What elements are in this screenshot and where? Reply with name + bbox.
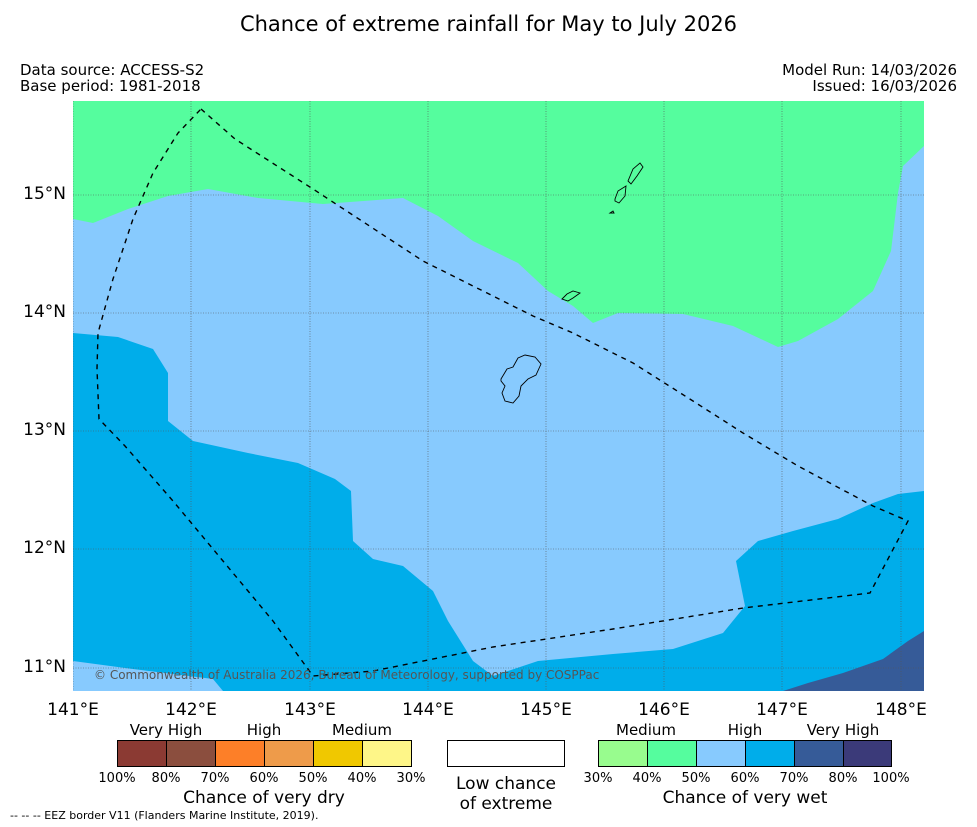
wet-swatch — [696, 740, 746, 767]
dry-percent-label: 40% — [347, 771, 377, 786]
dry-category-label: Medium — [332, 721, 392, 739]
wet-swatch — [843, 740, 892, 767]
dry-percent-label: 60% — [249, 771, 279, 786]
wet-percent-label: 70% — [779, 771, 809, 786]
base-period: Base period: 1981-2018 — [20, 77, 201, 95]
dry-percent-label: 80% — [151, 771, 181, 786]
dry-category-label: High — [246, 721, 282, 739]
dry-swatch — [117, 740, 167, 767]
lon-label: 141°E — [47, 700, 99, 720]
dry-legend-title: Chance of very dry — [183, 788, 345, 808]
lon-label: 145°E — [520, 700, 572, 720]
wet-percent-label: 40% — [632, 771, 662, 786]
meta-right: Model Run: 14/03/2026 Issued: 16/03/2026 — [782, 62, 957, 94]
dry-percent-label: 30% — [396, 771, 426, 786]
dry-percent-label: 50% — [298, 771, 328, 786]
dry-swatch — [166, 740, 216, 767]
lon-label: 142°E — [165, 700, 217, 720]
dry-percent-label: 100% — [98, 771, 136, 786]
low-chance-swatch — [447, 740, 565, 767]
copyright-notice: © Commonwealth of Australia 2026, Bureau… — [94, 668, 600, 682]
meta-left: Data source: ACCESS-S2 Base period: 1981… — [20, 62, 204, 94]
lon-label: 148°E — [875, 700, 927, 720]
dry-category-label: Very High — [129, 721, 203, 739]
wet-swatch — [598, 740, 648, 767]
wet-swatch — [794, 740, 844, 767]
wet-percent-label: 60% — [730, 771, 760, 786]
island-tinian — [614, 185, 627, 204]
issued-date: Issued: 16/03/2026 — [812, 77, 957, 95]
dry-percent-label: 70% — [200, 771, 230, 786]
low-chance-label-line1: Low chance — [456, 774, 556, 794]
dry-swatch — [313, 740, 363, 767]
wet-percent-label: 100% — [872, 771, 910, 786]
region-very-high-wet — [783, 631, 924, 691]
region-high-wet-dark — [73, 333, 924, 691]
island-saipan — [627, 162, 644, 185]
region-high-wet-light-sw — [73, 661, 223, 691]
wet-legend-title: Chance of very wet — [662, 788, 828, 808]
gridlines — [73, 101, 924, 691]
data-source: Data source: ACCESS-S2 — [20, 61, 205, 79]
chart-title: Chance of extreme rainfall for May to Ju… — [239, 12, 738, 36]
island-guam — [500, 354, 542, 404]
island-aguijan — [608, 210, 615, 214]
lon-label: 143°E — [284, 700, 336, 720]
lon-label: 147°E — [756, 700, 808, 720]
wet-percent-label: 50% — [681, 771, 711, 786]
map-panel: © Commonwealth of Australia 2026, Bureau… — [73, 101, 924, 691]
lon-label: 146°E — [638, 700, 690, 720]
islands — [500, 162, 644, 404]
wet-category-label: Medium — [616, 721, 676, 739]
wet-swatch — [647, 740, 697, 767]
eez-border — [96, 108, 909, 677]
wet-percent-label: 30% — [583, 771, 613, 786]
wet-percent-label: 80% — [828, 771, 858, 786]
lat-label: 15°N — [23, 184, 66, 204]
lat-label: 13°N — [23, 420, 66, 440]
dry-swatch — [362, 740, 412, 767]
region-high-wet-light-east — [883, 393, 924, 491]
model-run: Model Run: 14/03/2026 — [782, 61, 957, 79]
lat-label: 11°N — [23, 657, 66, 677]
low-chance-label-line2: of extreme — [459, 794, 553, 814]
lat-label: 12°N — [23, 538, 66, 558]
lat-label: 14°N — [23, 302, 66, 322]
dry-swatch — [264, 740, 314, 767]
eez-footnote: -- -- -- EEZ border V11 (Flanders Marine… — [10, 809, 319, 822]
wet-category-label: Very High — [806, 721, 880, 739]
island-rota — [561, 290, 582, 302]
wet-swatch — [745, 740, 795, 767]
lon-label: 144°E — [402, 700, 454, 720]
rainfall-map — [73, 101, 924, 691]
dry-swatch — [215, 740, 265, 767]
wet-category-label: High — [727, 721, 763, 739]
